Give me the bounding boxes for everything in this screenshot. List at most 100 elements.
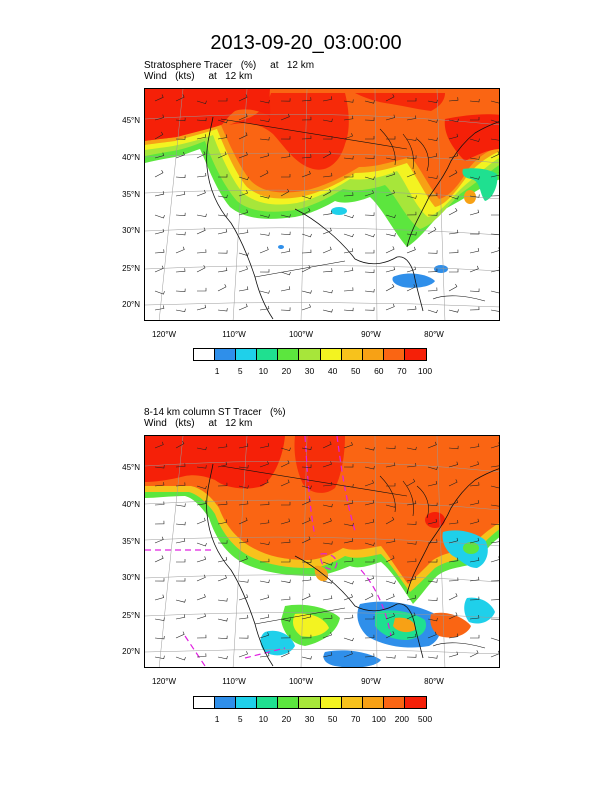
- wind-barb: [217, 618, 228, 622]
- wind-barb: [217, 151, 227, 159]
- colorbar-label: 30: [304, 366, 315, 376]
- panel2-tracer-field: [145, 436, 499, 667]
- panel1-map: [144, 88, 500, 321]
- wind-barb: [259, 100, 270, 104]
- wind-barb: [385, 580, 396, 584]
- colorbar-swatch: [257, 697, 279, 708]
- wind-barb: [406, 541, 417, 545]
- wind-barb: [427, 539, 438, 544]
- panel1-lat-label: 25°N: [122, 264, 140, 273]
- wind-barb: [280, 634, 291, 639]
- wind-barb: [196, 172, 207, 178]
- wind-barb: [196, 653, 207, 658]
- wind-barb: [490, 233, 499, 235]
- colorbar-label: 5: [237, 714, 243, 724]
- wind-barb: [238, 209, 248, 216]
- wind-barb: [322, 652, 333, 658]
- wind-barb: [175, 440, 185, 449]
- wind-barb: [196, 227, 206, 235]
- wind-barb: [238, 635, 249, 639]
- wind-barb: [365, 136, 375, 140]
- wind-barb: [469, 248, 480, 254]
- wind-barb: [364, 269, 375, 273]
- wind-barb: [364, 542, 375, 546]
- wind-barb: [322, 595, 333, 601]
- wind-barb: [406, 462, 417, 468]
- panel1-colorbar: [193, 348, 428, 361]
- wind-barb: [385, 504, 396, 508]
- wind-barb: [427, 631, 437, 639]
- colorbar-label: 1: [214, 366, 220, 376]
- wind-barb: [427, 655, 438, 659]
- wind-barb: [364, 233, 375, 238]
- wind-barb: [448, 651, 459, 658]
- wind-barb: [406, 558, 417, 563]
- panel2-dashed-contours: [145, 436, 392, 667]
- wind-barb: [385, 171, 395, 178]
- wind-barb: [259, 479, 269, 487]
- wind-barb: [406, 211, 417, 216]
- wind-barb: [217, 284, 227, 292]
- wind-barb: [343, 192, 354, 197]
- wind-barb: [469, 461, 479, 468]
- wind-barb: [238, 614, 249, 620]
- wind-barb: [490, 138, 499, 141]
- wind-barb: [406, 155, 417, 159]
- wind-barb: [448, 461, 459, 468]
- wind-barb: [217, 461, 228, 468]
- wind-barb: [196, 542, 207, 547]
- wind-barb: [175, 191, 186, 197]
- wind-barb: [259, 170, 269, 178]
- wind-barb: [385, 593, 395, 601]
- wind-barb: [322, 210, 333, 216]
- panel1-title: Stratosphere Tracer (%) at 12 km: [144, 60, 315, 71]
- wind-barb: [322, 615, 333, 620]
- wind-barb: [490, 267, 499, 273]
- wind-barb: [238, 500, 249, 506]
- wind-barb: [364, 447, 375, 451]
- wind-barb: [448, 519, 459, 525]
- wind-barb: [385, 631, 395, 639]
- colorbar-label: 10: [258, 366, 269, 376]
- wind-barb: [175, 246, 185, 254]
- wind-barb: [259, 195, 270, 199]
- wind-barb: [301, 613, 312, 620]
- wind-barb: [280, 248, 291, 254]
- colorbar-swatch: [194, 349, 216, 360]
- colorbar-label: 1: [214, 714, 220, 724]
- wind-barb: [280, 518, 290, 525]
- colorbar-label: 10: [258, 714, 269, 724]
- wind-barb: [259, 136, 270, 141]
- wind-barb: [469, 443, 480, 449]
- wind-barb: [364, 593, 374, 601]
- wind-barb: [301, 304, 311, 311]
- wind-barb: [490, 247, 499, 254]
- wind-barb: [385, 655, 396, 659]
- wind-barb: [406, 478, 416, 487]
- panel1-graticule: [145, 89, 499, 320]
- wind-barb: [238, 443, 249, 449]
- colorbar-label: 100: [417, 366, 433, 376]
- wind-barb: [301, 446, 312, 450]
- wind-barb: [385, 94, 395, 102]
- wind-barb: [427, 175, 438, 179]
- wind-barb: [217, 267, 228, 273]
- wind-barb: [364, 212, 375, 216]
- panel1-lon-label: 110°W: [222, 330, 246, 339]
- wind-barb: [490, 290, 499, 294]
- wind-barb: [322, 632, 332, 639]
- wind-barb: [406, 246, 416, 254]
- wind-barb: [406, 633, 417, 639]
- wind-barb: [364, 653, 375, 658]
- wind-barb: [322, 461, 332, 468]
- wind-barb: [217, 598, 228, 602]
- wind-barb: [217, 482, 228, 487]
- wind-barb: [322, 227, 332, 235]
- panel2-map-svg: [145, 436, 499, 667]
- wind-barb: [364, 100, 375, 104]
- wind-barb: [217, 574, 227, 582]
- wind-barb: [469, 537, 480, 544]
- wind-barb: [301, 233, 312, 238]
- wind-barb: [154, 482, 165, 487]
- wind-barb: [490, 556, 499, 563]
